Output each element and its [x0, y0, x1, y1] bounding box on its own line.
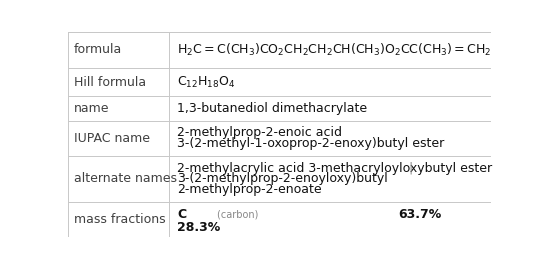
Text: $\mathregular{H_2C{=}C(CH_3)CO_2CH_2CH_2CH(CH_3)O_2CC(CH_3){=}CH_2}$: $\mathregular{H_2C{=}C(CH_3)CO_2CH_2CH_2…: [177, 42, 492, 58]
Text: Hill formula: Hill formula: [74, 76, 146, 89]
Text: |: |: [408, 161, 412, 174]
Text: IUPAC name: IUPAC name: [74, 132, 150, 145]
Text: 1,3-butanediol dimethacrylate: 1,3-butanediol dimethacrylate: [177, 102, 367, 115]
Text: 63.7%: 63.7%: [399, 208, 442, 221]
Text: formula: formula: [74, 43, 122, 56]
Text: 3-(2-methyl-1-oxoprop-2-enoxy)butyl ester: 3-(2-methyl-1-oxoprop-2-enoxy)butyl este…: [177, 138, 444, 151]
Text: 2-methylprop-2-enoate: 2-methylprop-2-enoate: [177, 183, 322, 196]
Text: $\mathregular{C_{12}H_{18}O_4}$: $\mathregular{C_{12}H_{18}O_4}$: [177, 74, 236, 90]
Text: 3-(2-methylprop-2-enoyloxy)butyl: 3-(2-methylprop-2-enoyloxy)butyl: [177, 172, 388, 185]
Text: alternate names: alternate names: [74, 172, 177, 185]
Text: 28.3%: 28.3%: [177, 221, 221, 234]
Text: (carbon): (carbon): [217, 210, 262, 220]
Text: 2-methylacrylic acid 3-methacryloyloxybutyl ester: 2-methylacrylic acid 3-methacryloyloxybu…: [177, 161, 492, 174]
Text: name: name: [74, 102, 110, 115]
Text: C: C: [177, 208, 187, 221]
Text: 2-methylprop-2-enoic acid: 2-methylprop-2-enoic acid: [177, 126, 342, 139]
Text: mass fractions: mass fractions: [74, 213, 166, 226]
